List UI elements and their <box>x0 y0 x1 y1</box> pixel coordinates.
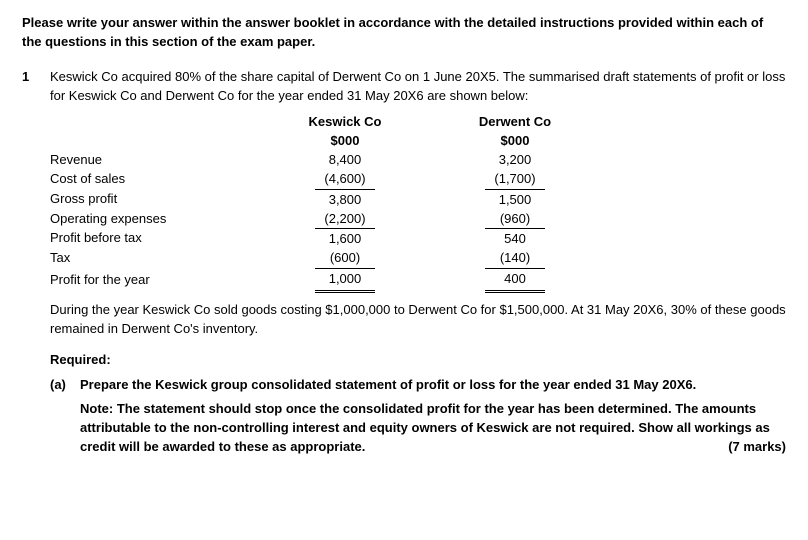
cell: 1,600 <box>290 228 400 249</box>
question-intro: Keswick Co acquired 80% of the share cap… <box>50 68 786 106</box>
col-header-derwent: Derwent Co <box>460 113 570 132</box>
marks-label: (7 marks) <box>728 438 786 457</box>
cell: (140) <box>460 249 570 268</box>
table-row: Tax (600) (140) <box>50 249 570 268</box>
required-heading: Required: <box>50 351 786 370</box>
cell: 1,000 <box>290 268 400 293</box>
question-1: 1 Keswick Co acquired 80% of the share c… <box>22 68 786 457</box>
cell: 3,200 <box>460 151 570 170</box>
table-unit-row: $000 $000 <box>50 132 570 151</box>
table-row: Revenue 8,400 3,200 <box>50 151 570 170</box>
cell: (1,700) <box>460 170 570 189</box>
table-row: Gross profit 3,800 1,500 <box>50 189 570 210</box>
row-label: Tax <box>50 249 290 268</box>
cell: (2,200) <box>290 210 400 229</box>
cell: (4,600) <box>290 170 400 189</box>
row-label: Profit before tax <box>50 228 290 249</box>
row-label: Revenue <box>50 151 290 170</box>
unit-derwent: $000 <box>460 132 570 151</box>
cell: 8,400 <box>290 151 400 170</box>
part-a: (a) Prepare the Keswick group consolidat… <box>50 376 786 395</box>
cell: 1,500 <box>460 189 570 210</box>
row-label: Gross profit <box>50 189 290 210</box>
table-row: Cost of sales (4,600) (1,700) <box>50 170 570 189</box>
table-row: Profit before tax 1,600 540 <box>50 228 570 249</box>
table-row: Operating expenses (2,200) (960) <box>50 210 570 229</box>
question-number: 1 <box>22 68 36 457</box>
part-a-text: Prepare the Keswick group consolidated s… <box>80 376 696 395</box>
exam-page: Please write your answer within the answ… <box>0 0 808 540</box>
cell: 540 <box>460 228 570 249</box>
note-text: Note: The statement should stop once the… <box>80 401 770 454</box>
row-label: Cost of sales <box>50 170 290 189</box>
part-a-note-row: Note: The statement should stop once the… <box>50 400 786 457</box>
table-row: Profit for the year 1,000 400 <box>50 268 570 293</box>
unit-keswick: $000 <box>290 132 400 151</box>
part-letter: (a) <box>50 376 70 395</box>
profit-loss-table: Keswick Co Derwent Co $000 $000 Revenue … <box>50 113 570 293</box>
row-label: Profit for the year <box>50 268 290 293</box>
table-header-row: Keswick Co Derwent Co <box>50 113 570 132</box>
section-instruction: Please write your answer within the answ… <box>22 14 786 52</box>
cell: 3,800 <box>290 189 400 210</box>
cell: (600) <box>290 249 400 268</box>
cell: (960) <box>460 210 570 229</box>
col-header-keswick: Keswick Co <box>290 113 400 132</box>
cell: 400 <box>460 268 570 293</box>
part-a-note: Note: The statement should stop once the… <box>80 400 786 457</box>
question-body: Keswick Co acquired 80% of the share cap… <box>50 68 786 457</box>
row-label: Operating expenses <box>50 210 290 229</box>
scenario-text: During the year Keswick Co sold goods co… <box>50 301 786 339</box>
